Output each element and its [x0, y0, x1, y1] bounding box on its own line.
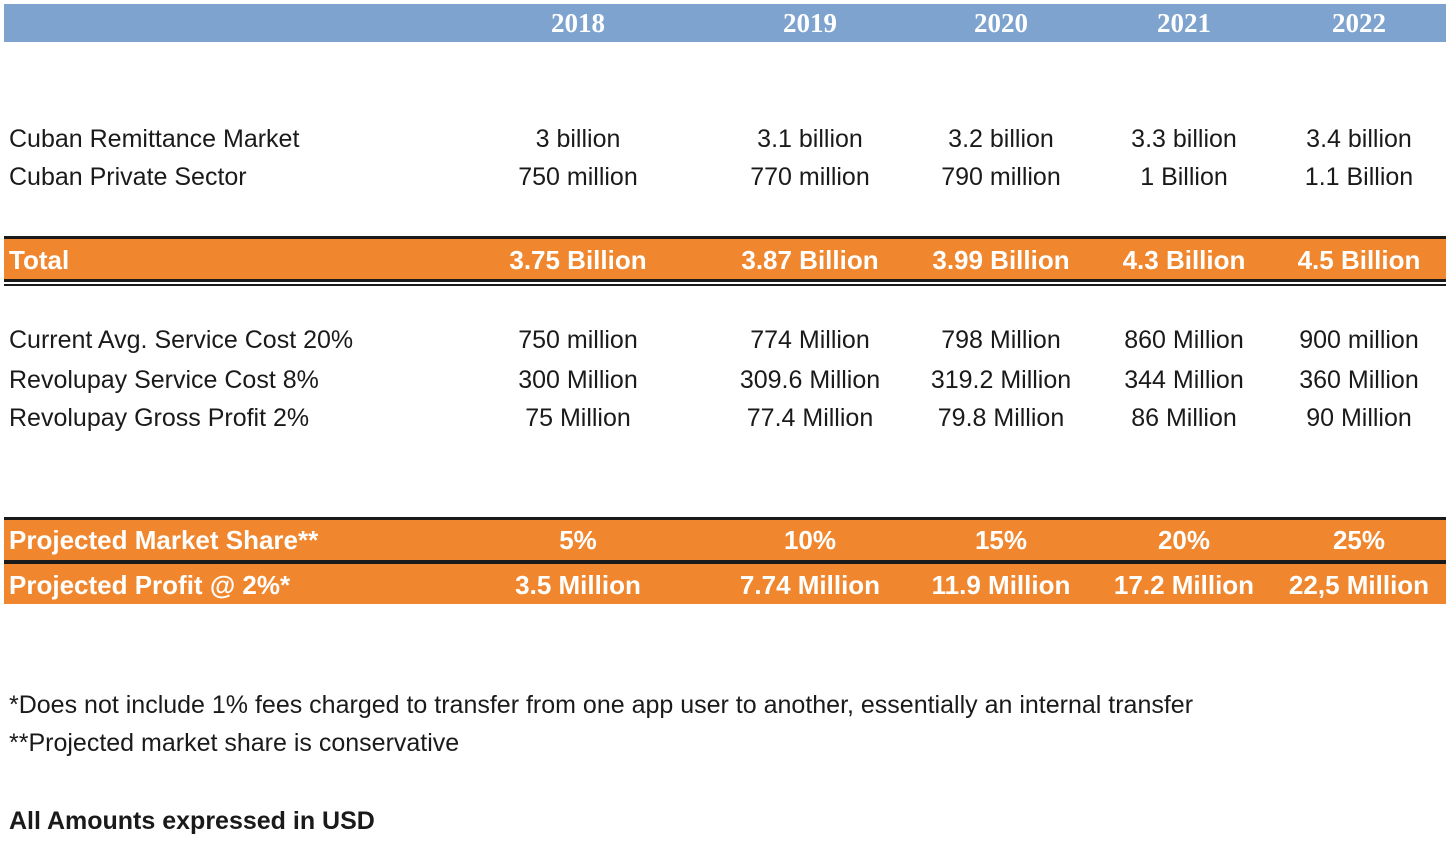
cell-private-2019: 770 million — [750, 163, 870, 191]
total-2022: 4.5 Billion — [1297, 245, 1421, 275]
cell-rp-cost-2019: 309.6 Million — [739, 366, 881, 394]
cell-avg-cost-2022: 900 million — [1299, 326, 1419, 354]
projection-middle-rule — [4, 560, 1446, 564]
market-share-2018: 5% — [559, 525, 597, 555]
year-header-2018: 2018 — [551, 8, 605, 38]
total-label: Total — [9, 245, 70, 275]
year-header-2020: 2020 — [974, 8, 1028, 38]
year-header-2022: 2022 — [1332, 8, 1386, 38]
total-2020: 3.99 Billion — [932, 245, 1070, 275]
cell-rp-cost-2018: 300 Million — [518, 366, 638, 394]
cell-rp-cost-2020: 319.2 Million — [930, 366, 1072, 394]
profit-2019: 7.74 Million — [739, 570, 881, 600]
profit-band — [4, 564, 1446, 604]
cell-private-2022: 1.1 Billion — [1304, 163, 1414, 191]
cell-gross-profit-2020: 79.8 Million — [937, 404, 1065, 432]
row-label-revolupay-cost: Revolupay Service Cost 8% — [9, 366, 319, 394]
year-header-2019: 2019 — [783, 8, 837, 38]
total-2021: 4.3 Billion — [1122, 245, 1246, 275]
footnote-market-share: **Projected market share is conservative — [9, 729, 460, 757]
cell-gross-profit-2019: 77.4 Million — [746, 404, 874, 432]
total-top-rule — [4, 236, 1446, 239]
total-2018: 3.75 Billion — [509, 245, 647, 275]
projection-top-rule — [4, 517, 1446, 520]
total-bottom-rule — [4, 279, 1446, 282]
total-double-rule — [4, 284, 1446, 286]
total-2019: 3.87 Billion — [741, 245, 879, 275]
cell-private-2018: 750 million — [518, 163, 638, 191]
market-share-2019: 10% — [783, 525, 837, 555]
market-share-2021: 20% — [1157, 525, 1211, 555]
row-label-private-sector: Cuban Private Sector — [9, 163, 247, 191]
year-header-bar — [4, 4, 1446, 42]
profit-2018: 3.5 Million — [515, 570, 641, 600]
cell-avg-cost-2020: 798 Million — [941, 326, 1061, 354]
profit-2020: 11.9 Million — [931, 570, 1071, 600]
cell-private-2020: 790 million — [941, 163, 1061, 191]
cell-remittance-2018: 3 billion — [535, 125, 621, 153]
cell-private-2021: 1 Billion — [1140, 163, 1228, 191]
market-share-2020: 15% — [974, 525, 1028, 555]
row-label-remittance: Cuban Remittance Market — [9, 125, 300, 153]
profit-label: Projected Profit @ 2%* — [9, 570, 291, 600]
market-share-2022: 25% — [1332, 525, 1386, 555]
footnote-fees: *Does not include 1% fees charged to tra… — [9, 691, 1194, 719]
year-header-2021: 2021 — [1157, 8, 1211, 38]
cell-rp-cost-2022: 360 Million — [1299, 366, 1419, 394]
row-label-avg-service-cost: Current Avg. Service Cost 20% — [9, 326, 354, 354]
cell-remittance-2020: 3.2 billion — [948, 125, 1054, 153]
row-label-gross-profit: Revolupay Gross Profit 2% — [9, 404, 310, 432]
profit-2022: 22,5 Million — [1288, 570, 1430, 600]
cell-avg-cost-2021: 860 Million — [1124, 326, 1244, 354]
cell-remittance-2021: 3.3 billion — [1131, 125, 1237, 153]
profit-2021: 17.2 Million — [1113, 570, 1255, 600]
cell-avg-cost-2018: 750 million — [518, 326, 638, 354]
currency-note: All Amounts expressed in USD — [9, 807, 375, 835]
market-share-band — [4, 520, 1446, 560]
cell-rp-cost-2021: 344 Million — [1124, 366, 1244, 394]
cell-remittance-2019: 3.1 billion — [757, 125, 863, 153]
cell-gross-profit-2018: 75 Million — [525, 404, 631, 432]
cell-remittance-2022: 3.4 billion — [1306, 125, 1412, 153]
cell-gross-profit-2022: 90 Million — [1306, 404, 1412, 432]
total-band — [4, 239, 1446, 279]
cell-avg-cost-2019: 774 Million — [750, 326, 870, 354]
cell-gross-profit-2021: 86 Million — [1131, 404, 1237, 432]
market-share-label: Projected Market Share** — [9, 525, 319, 555]
